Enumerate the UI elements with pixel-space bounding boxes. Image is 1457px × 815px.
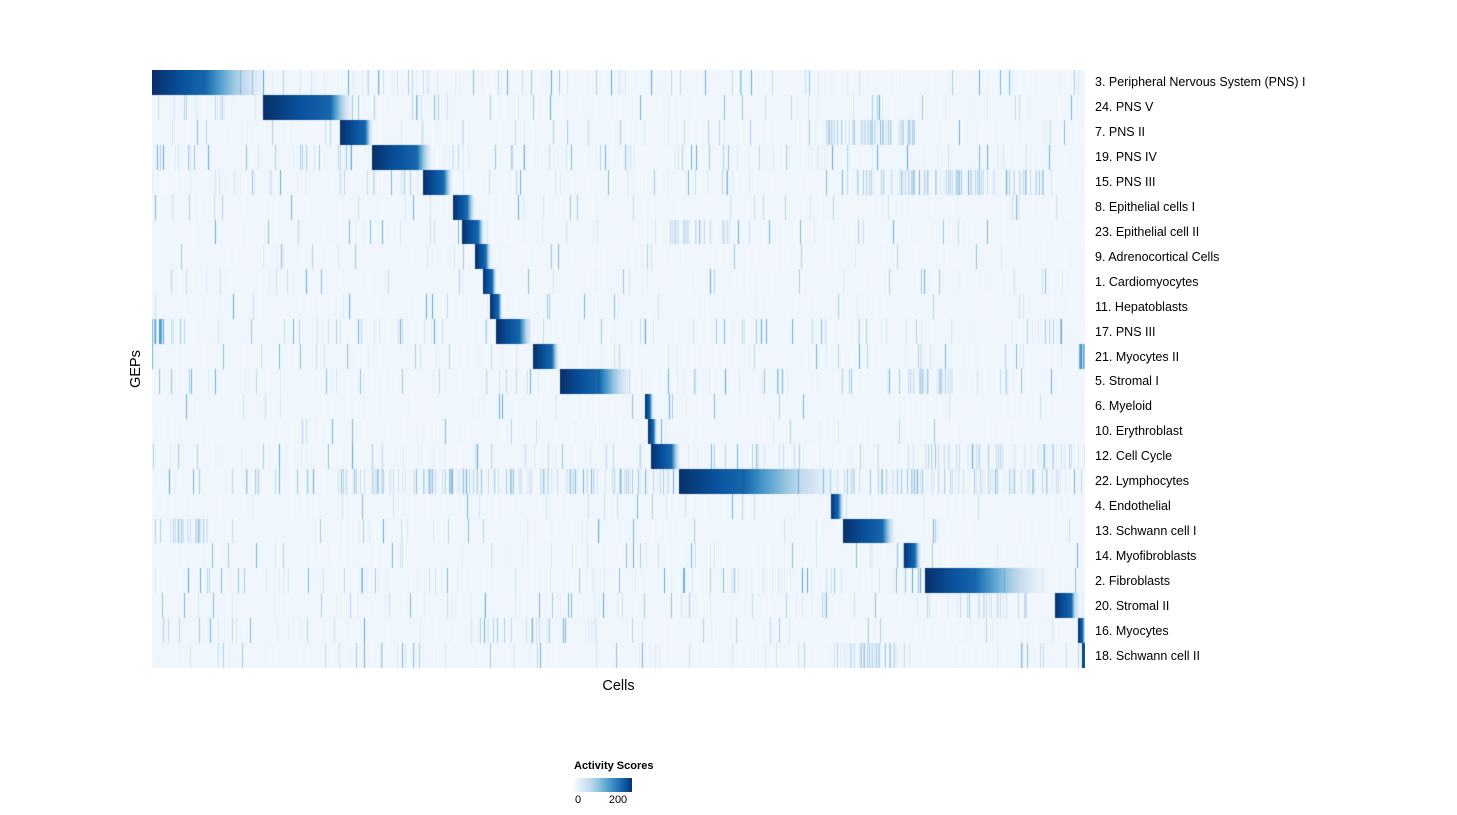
row-label: 5. Stromal I [1095,374,1159,389]
row-label: 24. PNS V [1095,100,1154,115]
row-label: 15. PNS III [1095,175,1156,190]
legend-tick-max: 200 [608,794,628,806]
row-label: 17. PNS III [1095,324,1156,339]
colorbar-ticks: 0 200 [574,792,632,806]
legend-tick-min: 0 [574,794,582,806]
row-label: 21. Myocytes II [1095,349,1180,364]
legend-title: Activity Scores [574,760,654,772]
y-axis-label-text: GEPs [128,350,144,388]
row-label: 23. Epithelial cell II [1095,224,1200,239]
y-axis-label: GEPs [124,70,148,668]
row-label: 1. Cardiomyocytes [1095,274,1199,289]
row-label: 7. PNS II [1095,125,1146,140]
row-label: 4. Endothelial [1095,499,1171,514]
row-label: 22. Lymphocytes [1095,474,1190,489]
row-label: 10. Erythroblast [1095,424,1183,439]
row-label: 20. Stromal II [1095,598,1170,613]
row-label: 3. Peripheral Nervous System (PNS) I [1095,75,1306,90]
row-label: 19. PNS IV [1095,150,1157,165]
row-label: 2. Fibroblasts [1095,573,1171,588]
row-label: 9. Adrenocortical Cells [1095,249,1220,264]
row-label: 6. Myeloid [1095,399,1152,414]
row-label: 14. Myofibroblasts [1095,548,1197,563]
heatmap-canvas [152,70,1085,668]
row-label: 11. Hepatoblasts [1095,299,1188,314]
row-label: 16. Myocytes [1095,623,1169,638]
row-label: 18. Schwann cell II [1095,648,1200,663]
activity-scores-legend: Activity Scores 0 200 [574,760,714,806]
x-axis-label: Cells [602,678,635,694]
colorbar-gradient [574,778,632,792]
row-label: 13. Schwann cell I [1095,523,1197,538]
row-label: 8. Epithelial cells I [1095,200,1196,215]
row-labels: 3. Peripheral Nervous System (PNS) I 24. … [1095,70,1455,668]
row-label: 12. Cell Cycle [1095,449,1173,464]
